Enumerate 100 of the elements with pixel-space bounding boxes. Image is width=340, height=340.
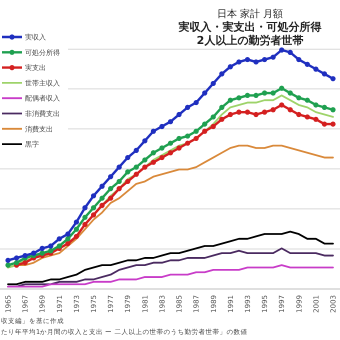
point bbox=[270, 90, 276, 96]
point bbox=[210, 114, 216, 120]
point bbox=[322, 71, 328, 76]
point bbox=[134, 164, 139, 170]
point bbox=[159, 145, 165, 151]
point bbox=[82, 222, 88, 228]
point bbox=[228, 112, 233, 118]
point bbox=[194, 128, 199, 134]
point bbox=[253, 112, 259, 118]
point bbox=[125, 178, 130, 184]
point bbox=[185, 104, 190, 110]
point bbox=[313, 116, 318, 122]
point bbox=[262, 90, 268, 96]
point bbox=[22, 260, 28, 266]
point bbox=[65, 236, 70, 242]
point bbox=[322, 104, 328, 110]
point bbox=[74, 219, 80, 225]
point bbox=[14, 255, 20, 261]
point bbox=[176, 136, 182, 142]
point bbox=[313, 102, 318, 108]
point bbox=[253, 92, 259, 98]
point bbox=[5, 262, 11, 268]
point bbox=[134, 148, 139, 153]
point bbox=[125, 154, 130, 160]
point bbox=[56, 243, 62, 249]
point bbox=[176, 145, 182, 151]
point bbox=[40, 250, 45, 256]
point bbox=[116, 164, 122, 170]
point bbox=[125, 169, 130, 174]
point bbox=[14, 260, 20, 266]
point bbox=[236, 59, 242, 65]
point bbox=[142, 157, 148, 163]
point bbox=[279, 102, 284, 108]
point bbox=[279, 86, 284, 91]
point bbox=[313, 66, 318, 72]
point bbox=[74, 226, 80, 232]
point bbox=[219, 104, 224, 110]
point bbox=[159, 154, 165, 160]
chart-title: 日本 家計 月額 bbox=[216, 8, 284, 20]
point bbox=[202, 90, 208, 96]
point bbox=[262, 56, 268, 62]
point bbox=[296, 112, 302, 118]
point bbox=[65, 231, 70, 237]
point bbox=[74, 234, 80, 240]
point bbox=[279, 47, 284, 53]
point bbox=[150, 160, 156, 165]
point bbox=[90, 212, 96, 218]
point bbox=[253, 59, 259, 65]
point bbox=[194, 136, 199, 142]
point bbox=[159, 124, 165, 130]
point bbox=[99, 184, 105, 189]
point bbox=[108, 186, 114, 192]
point bbox=[244, 110, 250, 115]
point bbox=[202, 128, 208, 134]
point bbox=[304, 62, 310, 67]
point bbox=[82, 205, 88, 210]
point bbox=[262, 110, 268, 115]
point bbox=[296, 95, 302, 100]
point bbox=[288, 50, 293, 55]
point bbox=[330, 121, 336, 127]
point bbox=[330, 76, 336, 82]
point bbox=[322, 121, 328, 127]
point bbox=[168, 150, 174, 156]
point bbox=[185, 133, 190, 139]
point bbox=[270, 107, 276, 112]
point bbox=[116, 178, 122, 184]
point bbox=[330, 107, 336, 112]
point bbox=[288, 107, 293, 112]
point bbox=[99, 196, 105, 201]
point bbox=[210, 80, 216, 86]
point bbox=[168, 140, 174, 146]
point bbox=[150, 128, 156, 134]
point bbox=[134, 172, 139, 177]
point bbox=[236, 110, 242, 115]
point bbox=[296, 56, 302, 62]
point bbox=[270, 54, 276, 60]
point bbox=[31, 250, 36, 256]
point bbox=[219, 116, 224, 122]
point bbox=[116, 186, 122, 192]
point bbox=[176, 112, 182, 118]
point bbox=[65, 240, 70, 246]
point bbox=[185, 140, 190, 146]
point bbox=[236, 95, 242, 100]
point bbox=[288, 90, 293, 96]
point bbox=[56, 236, 62, 242]
point bbox=[219, 71, 224, 76]
point bbox=[202, 121, 208, 127]
point bbox=[90, 205, 96, 210]
point bbox=[99, 202, 105, 208]
point bbox=[304, 98, 310, 103]
point bbox=[108, 174, 114, 180]
point bbox=[210, 124, 216, 130]
point bbox=[244, 92, 250, 98]
point bbox=[304, 114, 310, 120]
point bbox=[108, 196, 114, 201]
point bbox=[82, 214, 88, 220]
point bbox=[48, 243, 54, 249]
point bbox=[22, 252, 28, 258]
point bbox=[168, 119, 174, 124]
chart-subtitle: 実収入・実支出・可処分所得2人以上の勤労者世帯 bbox=[178, 20, 322, 47]
